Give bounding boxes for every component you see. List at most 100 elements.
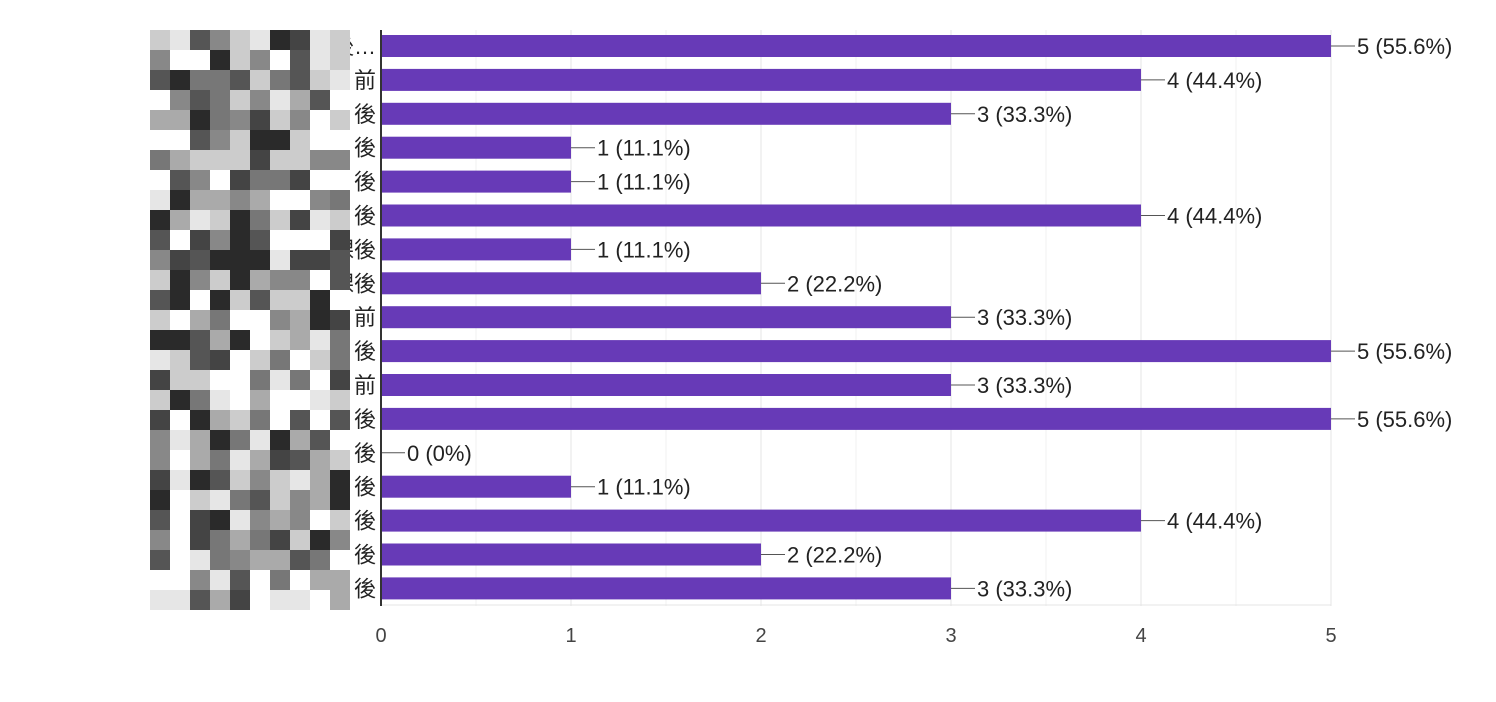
bar[interactable] (381, 340, 1331, 363)
bar[interactable] (381, 306, 951, 329)
redaction-mosaic-cell (210, 130, 230, 150)
redaction-mosaic-cell (150, 350, 170, 370)
redaction-mosaic-cell (270, 270, 290, 290)
redaction-mosaic-cell (150, 550, 170, 570)
redaction-mosaic-cell (170, 130, 190, 150)
redaction-mosaic-cell (230, 530, 250, 550)
redaction-mosaic-cell (330, 130, 350, 150)
bar[interactable] (381, 35, 1331, 57)
bar[interactable] (381, 475, 571, 498)
redaction-mosaic-cell (270, 190, 290, 210)
redaction-mosaic-cell (150, 110, 170, 130)
bar[interactable] (381, 102, 951, 125)
redaction-mosaic-cell (330, 510, 350, 530)
redaction-mosaic-cell (330, 150, 350, 170)
redaction-mosaic-cell (290, 430, 310, 450)
redaction-mosaic-cell (170, 250, 190, 270)
redaction-mosaic-cell (170, 530, 190, 550)
redaction-mosaic-cell (310, 550, 330, 570)
redaction-mosaic-cell (250, 70, 270, 90)
category-label: 前 (354, 305, 376, 330)
bar[interactable] (381, 238, 571, 261)
redaction-mosaic-cell (290, 370, 310, 390)
bar[interactable] (381, 272, 761, 295)
redaction-mosaic-cell (190, 210, 210, 230)
redaction-mosaic-cell (170, 370, 190, 390)
redaction-mosaic-cell (310, 510, 330, 530)
redaction-mosaic-cell (210, 190, 230, 210)
bar[interactable] (381, 407, 1331, 430)
data-label: 4 (44.4%) (1167, 204, 1262, 229)
redaction-mosaic-cell (170, 110, 190, 130)
redaction-mosaic-cell (190, 550, 210, 570)
redaction-mosaic-cell (310, 590, 330, 610)
redaction-mosaic-cell (210, 230, 230, 250)
redaction-mosaic-cell (210, 210, 230, 230)
redaction-mosaic-cell (310, 110, 330, 130)
redaction-mosaic-cell (150, 370, 170, 390)
redaction-mosaic-cell (310, 70, 330, 90)
redaction-mosaic-cell (150, 150, 170, 170)
redaction-mosaic-cell (150, 530, 170, 550)
redaction-mosaic-cell (270, 510, 290, 530)
bar[interactable] (381, 543, 761, 566)
redaction-mosaic-cell (170, 50, 190, 70)
redaction-mosaic-cell (270, 430, 290, 450)
redaction-mosaic-cell (190, 390, 210, 410)
redaction-mosaic-cell (290, 30, 310, 50)
redaction-mosaic-cell (330, 50, 350, 70)
redaction-mosaic-cell (250, 570, 270, 590)
redaction-mosaic-cell (170, 90, 190, 110)
redaction-mosaic-cell (190, 30, 210, 50)
redaction-mosaic-cell (310, 290, 330, 310)
bar[interactable] (381, 374, 951, 396)
redaction-mosaic-cell (330, 410, 350, 430)
redaction-mosaic-cell (270, 390, 290, 410)
redaction-mosaic-cell (230, 190, 250, 210)
redaction-mosaic-cell (250, 370, 270, 390)
category-label: 前 (354, 68, 376, 93)
redaction-mosaic-cell (250, 510, 270, 530)
redaction-mosaic-cell (270, 330, 290, 350)
bar[interactable] (381, 204, 1141, 227)
redaction-mosaic-cell (190, 570, 210, 590)
redaction-mosaic-cell (190, 230, 210, 250)
bar[interactable] (381, 68, 1141, 91)
redaction-mosaic-cell (170, 550, 190, 570)
category-label: 後 (354, 509, 376, 534)
redaction-mosaic-cell (150, 450, 170, 470)
data-label: 3 (33.3%) (977, 373, 1072, 398)
redaction-mosaic-cell (230, 370, 250, 390)
redaction-mosaic-cell (230, 170, 250, 190)
bar[interactable] (381, 136, 571, 159)
redaction-mosaic-cell (290, 70, 310, 90)
redaction-mosaic-cell (270, 570, 290, 590)
bar[interactable] (381, 509, 1141, 532)
data-label: 1 (11.1%) (597, 237, 691, 262)
redaction-mosaic-cell (310, 170, 330, 190)
redaction-mosaic-cell (150, 490, 170, 510)
redaction-mosaic-cell (150, 230, 170, 250)
bar[interactable] (381, 577, 951, 600)
redaction-mosaic-cell (330, 290, 350, 310)
redaction-mosaic-cell (250, 470, 270, 490)
redaction-mosaic-cell (230, 30, 250, 50)
redaction-mosaic-cell (210, 90, 230, 110)
redaction-mosaic-cell (290, 350, 310, 370)
redaction-mosaic-cell (250, 410, 270, 430)
redaction-mosaic-cell (230, 110, 250, 130)
data-label: 5 (55.6%) (1357, 34, 1452, 59)
redaction-mosaic-cell (230, 350, 250, 370)
redaction-mosaic-cell (190, 290, 210, 310)
redaction-mosaic-cell (190, 470, 210, 490)
redaction-mosaic-cell (150, 50, 170, 70)
redaction-mosaic-cell (270, 210, 290, 230)
bar[interactable] (381, 170, 571, 193)
data-label: 5 (55.6%) (1357, 407, 1452, 432)
redaction-mosaic-cell (250, 430, 270, 450)
redaction-mosaic-cell (330, 390, 350, 410)
redaction-mosaic-cell (190, 310, 210, 330)
redaction-mosaic-cell (250, 230, 270, 250)
redaction-mosaic-cell (210, 170, 230, 190)
